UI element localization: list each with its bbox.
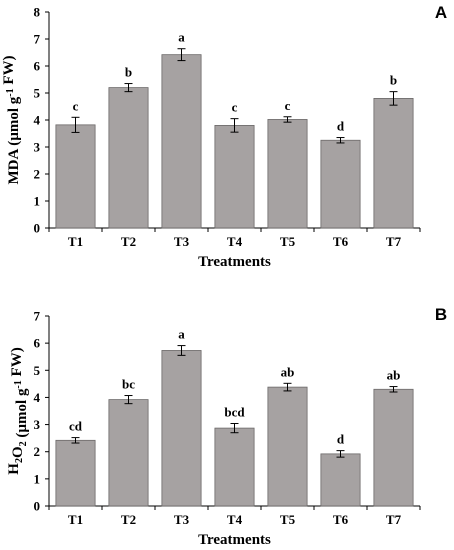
significance-letter: ab xyxy=(281,364,295,379)
significance-letter: c xyxy=(73,98,79,113)
significance-letter: cd xyxy=(69,419,83,434)
y-tick-label: 3 xyxy=(34,140,41,155)
significance-letter: d xyxy=(337,119,345,134)
x-tick-label: T3 xyxy=(174,234,190,249)
bar xyxy=(214,427,255,507)
x-tick-label: T7 xyxy=(386,234,402,249)
x-tick-label: T4 xyxy=(227,512,243,527)
bar xyxy=(214,125,255,229)
bar xyxy=(267,119,308,229)
significance-letter: b xyxy=(390,73,397,88)
y-tick-label: 5 xyxy=(34,86,41,101)
bar xyxy=(320,139,361,229)
panel-label: A xyxy=(435,3,447,22)
significance-letter: c xyxy=(285,98,291,113)
x-axis-title: Treatments xyxy=(198,254,271,270)
y-axis-title: H2O2 (µmol g-1 FW) xyxy=(6,347,30,474)
y-tick-label: 8 xyxy=(34,5,41,20)
bar xyxy=(373,388,414,507)
y-tick-label: 3 xyxy=(34,417,41,432)
x-tick-label: T2 xyxy=(121,234,136,249)
significance-letter: c xyxy=(232,100,238,115)
x-tick-label: T6 xyxy=(333,512,349,527)
x-tick-label: T3 xyxy=(174,512,190,527)
significance-letter: bcd xyxy=(224,404,245,419)
significance-letter: b xyxy=(125,65,132,80)
significance-letter: a xyxy=(178,327,185,342)
significance-letter: a xyxy=(178,30,185,45)
x-tick-label: T2 xyxy=(121,512,136,527)
x-tick-label: T5 xyxy=(280,512,296,527)
y-tick-label: 4 xyxy=(34,390,41,405)
y-tick-label: 2 xyxy=(34,167,41,182)
bar xyxy=(161,54,202,229)
y-tick-label: 6 xyxy=(34,336,41,351)
x-tick-label: T7 xyxy=(386,512,402,527)
x-tick-label: T4 xyxy=(227,234,243,249)
y-tick-label: 7 xyxy=(34,309,41,324)
x-tick-label: T5 xyxy=(280,234,296,249)
bar xyxy=(267,386,308,507)
y-tick-label: 7 xyxy=(34,32,41,47)
y-tick-label: 6 xyxy=(34,59,41,74)
y-tick-label: 1 xyxy=(34,194,41,209)
y-tick-label: 4 xyxy=(34,113,41,128)
y-tick-label: 2 xyxy=(34,444,41,459)
x-axis-title: Treatments xyxy=(198,532,271,548)
bar xyxy=(55,439,96,507)
bar xyxy=(373,98,414,229)
panel-a: 0 1 2 3 4 5 6 7 8 c T1 b T2 a T3 c T4 c T5 d T6 b T7 Treatments… xyxy=(1,3,447,270)
panel-b: 0 1 2 3 4 5 6 7 cd T1 bc T2 a T3 bcd T4 ab T5 d T6 ab T7 Treat… xyxy=(6,305,447,548)
bar xyxy=(55,124,96,229)
bar xyxy=(108,87,149,229)
x-tick-label: T1 xyxy=(68,234,83,249)
significance-letter: ab xyxy=(387,368,401,383)
y-tick-label: 1 xyxy=(34,471,41,486)
y-tick-label: 0 xyxy=(34,499,41,514)
significance-letter: bc xyxy=(122,377,135,392)
y-tick-label: 0 xyxy=(34,221,41,236)
panel-label: B xyxy=(435,305,447,324)
significance-letter: d xyxy=(337,432,345,447)
x-tick-label: T1 xyxy=(68,512,83,527)
bar xyxy=(320,453,361,507)
bar xyxy=(161,350,202,507)
y-tick-label: 5 xyxy=(34,363,41,378)
x-tick-label: T6 xyxy=(333,234,349,249)
bar xyxy=(108,399,149,507)
y-axis-title: MDA (µmol g-1 FW) xyxy=(1,55,22,184)
